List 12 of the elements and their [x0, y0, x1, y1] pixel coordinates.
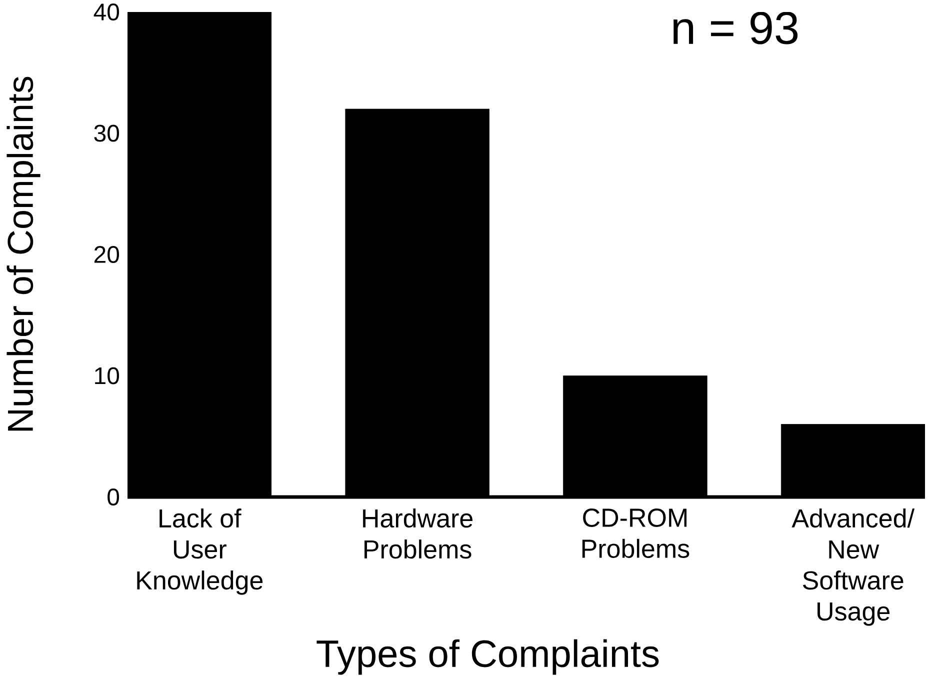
- y-tick-label: 10: [95, 367, 120, 384]
- x-tick-label: Lack of User Knowledge: [137, 508, 263, 595]
- y-tick-label: 30: [94, 124, 120, 142]
- y-tick-label: 40: [94, 4, 120, 20]
- x-tick-label: CD-ROM Problems: [582, 508, 690, 558]
- x-tick-label: Hardware Problems: [363, 508, 472, 559]
- y-tick-label: 0: [108, 488, 120, 506]
- x-axis-title: Types of Complaints: [316, 639, 659, 675]
- x-tick-label: Advanced/ New Software Usage: [792, 508, 915, 626]
- y-tick-label: 20: [94, 246, 120, 263]
- y-axis-title: Number of Complaints: [6, 76, 40, 431]
- annotation: n = 93: [674, 12, 798, 44]
